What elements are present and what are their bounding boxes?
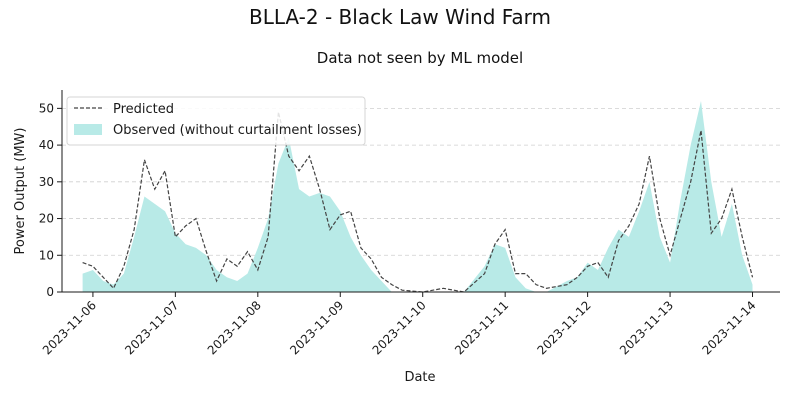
y-tick-label: 30 (39, 175, 54, 189)
legend-predicted-label: Predicted (113, 102, 174, 117)
observed-series (82, 101, 753, 292)
x-tick-label: 2023-11-11 (452, 298, 511, 357)
y-axis-ticks: 0 10 20 30 40 50 (39, 101, 62, 299)
x-tick-label: 2023-11-13 (617, 298, 676, 357)
x-tick-label: 2023-11-09 (287, 298, 346, 357)
observed-area (82, 101, 753, 292)
predicted-series (82, 111, 754, 293)
x-tick-label: 2023-11-08 (205, 298, 264, 357)
x-tick-label: 2023-11-06 (40, 298, 99, 357)
x-tick-label: 2023-11-12 (535, 298, 594, 357)
predicted-line (82, 111, 754, 293)
y-tick-label: 50 (39, 101, 54, 115)
legend-box (66, 96, 366, 146)
legend-observed-label: Observed (without curtailment losses) (113, 123, 362, 138)
y-tick-label: 0 (46, 285, 54, 299)
y-tick-label: 20 (39, 212, 54, 226)
x-tick-label: 2023-11-14 (699, 298, 758, 357)
x-tick-label: 2023-11-07 (122, 298, 181, 357)
legend: Predicted Observed (without curtailment … (66, 96, 366, 146)
y-tick-label: 40 (39, 138, 54, 152)
chart-title: BLLA-2 - Black Law Wind Farm (249, 5, 551, 29)
y-axis-label: Power Output (MW) (13, 128, 28, 255)
x-axis-ticks: 2023-11-06 2023-11-07 2023-11-08 2023-11-09… (40, 292, 759, 357)
x-tick-label: 2023-11-10 (370, 298, 429, 357)
legend-observed-swatch (74, 124, 102, 135)
chart-subtitle: Data not seen by ML model (317, 49, 523, 67)
y-tick-label: 10 (39, 248, 54, 262)
x-axis-label: Date (404, 370, 435, 385)
